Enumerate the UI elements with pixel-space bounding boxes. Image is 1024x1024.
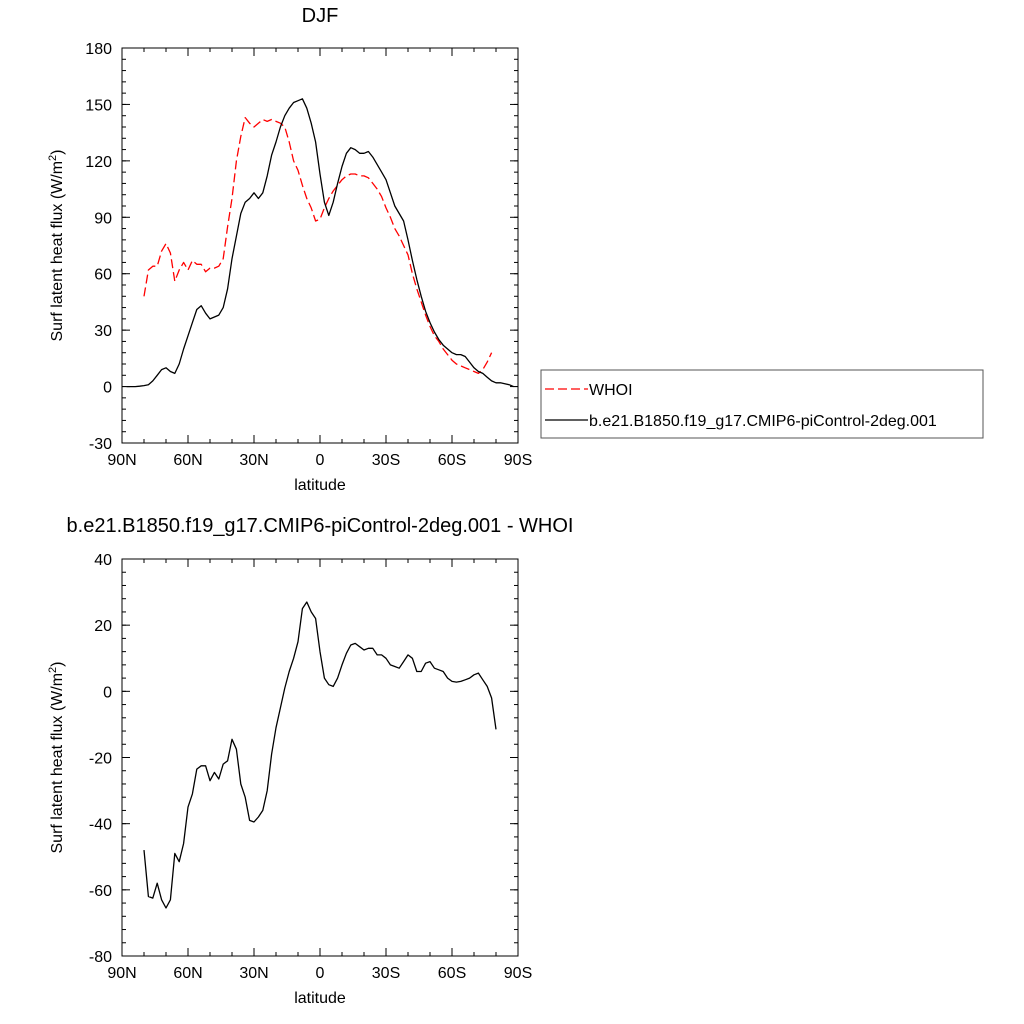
x-tick-label: 30N <box>239 965 268 982</box>
x-tick-label: 30N <box>239 452 268 469</box>
chart-panel-1: DJF 90N 60N 30N 0 30S 60S 90S -30 0 30 60 90 120 150 18… <box>47 5 984 494</box>
y-tick-label: -30 <box>89 436 112 453</box>
y-tick-label: 0 <box>103 684 112 701</box>
y-tick-label: 150 <box>85 97 112 114</box>
x-tick-label: 30S <box>372 452 400 469</box>
y-tick-label: -80 <box>89 949 112 966</box>
chart-title: b.e21.B1850.f19_g17.CMIP6-piControl-2deg… <box>67 515 574 537</box>
x-tick-label: 90S <box>504 452 532 469</box>
x-tick-label: 30S <box>372 965 400 982</box>
x-tick-label: 90N <box>107 965 136 982</box>
y-tick-label: 40 <box>94 552 112 569</box>
plot-frame <box>121 47 519 444</box>
y-axis-label-tail: ) <box>49 150 66 155</box>
y-axis-label-main: Surf latent heat flux (W/m <box>49 673 66 854</box>
legend: WHOI b.e21.B1850.f19_g17.CMIP6-piControl-… <box>540 369 984 439</box>
y-tick-label: 30 <box>94 323 112 340</box>
x-tick-label: 0 <box>316 452 325 469</box>
legend-label-whoi: WHOI <box>589 382 633 399</box>
y-axis-label-main: Surf latent heat flux (W/m <box>49 161 66 342</box>
y-axis-label-superscript: 2 <box>47 667 59 673</box>
y-tick-label: 60 <box>94 267 112 284</box>
x-axis-label: latitude <box>294 990 346 1007</box>
y-axis-label-superscript: 2 <box>47 155 59 161</box>
x-tick-label: 60N <box>173 965 202 982</box>
chart-panel-2: b.e21.B1850.f19_g17.CMIP6-piControl-2deg… <box>47 515 573 1007</box>
legend-box <box>540 369 984 439</box>
series-line-whoi <box>143 116 493 375</box>
x-tick-label: 90N <box>107 452 136 469</box>
y-tick-label: 90 <box>94 210 112 227</box>
x-tick-label: 60S <box>438 965 466 982</box>
y-tick-label: -60 <box>89 883 112 900</box>
x-tick-label: 60N <box>173 452 202 469</box>
chart-title: DJF <box>302 5 339 27</box>
series-line-model <box>126 98 514 388</box>
x-tick-label: 60S <box>438 452 466 469</box>
series-line-difference <box>143 601 497 909</box>
y-axis-label-tail: ) <box>49 662 66 667</box>
legend-label-model: b.e21.B1850.f19_g17.CMIP6-piControl-2deg… <box>589 413 937 430</box>
plot-frame <box>121 558 519 957</box>
y-tick-label: 0 <box>103 380 112 397</box>
y-tick-label: 120 <box>85 154 112 171</box>
y-tick-label: -20 <box>89 751 112 768</box>
x-tick-label: 90S <box>504 965 532 982</box>
y-tick-label: 180 <box>85 41 112 58</box>
x-axis-label: latitude <box>294 477 346 494</box>
y-tick-label: 20 <box>94 618 112 635</box>
y-tick-label: -40 <box>89 817 112 834</box>
x-tick-label: 0 <box>316 965 325 982</box>
y-axis-label: Surf latent heat flux (W/m2) <box>47 150 66 342</box>
y-axis-label: Surf latent heat flux (W/m2) <box>47 662 66 854</box>
